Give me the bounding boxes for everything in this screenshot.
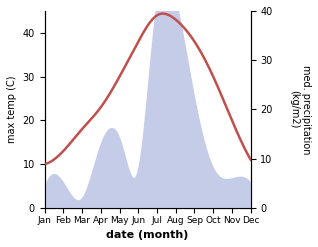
Y-axis label: max temp (C): max temp (C)	[7, 76, 17, 143]
X-axis label: date (month): date (month)	[107, 230, 189, 240]
Y-axis label: med. precipitation
(kg/m2): med. precipitation (kg/m2)	[289, 65, 311, 154]
